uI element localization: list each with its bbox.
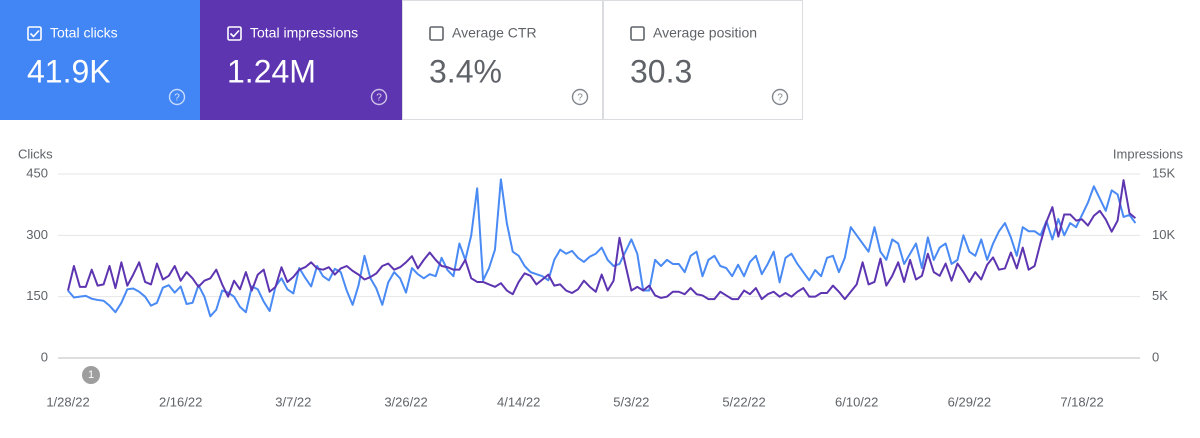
checkbox[interactable] <box>630 26 645 41</box>
help-icon[interactable] <box>168 88 186 106</box>
card-background <box>200 0 402 120</box>
checkbox[interactable] <box>27 26 42 41</box>
card-label: Average position <box>653 25 757 41</box>
card-value: 41.9K <box>27 53 111 89</box>
help-icon[interactable] <box>771 88 789 106</box>
y2-tick-label: 0 <box>1152 349 1159 364</box>
series-line <box>67 179 1137 301</box>
y-tick-label: 450 <box>26 165 48 180</box>
y-tick-label: 150 <box>26 288 48 303</box>
y-tick-label: 300 <box>26 227 48 242</box>
annotation-label[interactable]: 1 <box>88 369 94 381</box>
card-label: Average CTR <box>452 25 537 41</box>
x-tick-label: 3/7/22 <box>275 394 311 409</box>
metric-card[interactable]: Average CTR 3.4%? <box>402 0 603 120</box>
y2-tick-label: 5K <box>1152 288 1168 303</box>
metric-cards: Total clicks 41.9K? Total impressions 1.24M… <box>0 0 803 120</box>
card-label: Total impressions <box>250 25 358 41</box>
x-tick-label: 5/3/22 <box>613 394 649 409</box>
checkbox[interactable] <box>429 26 444 41</box>
y2-tick-label: 15K <box>1152 165 1175 180</box>
metric-card[interactable]: Total clicks 41.9K? <box>0 0 200 120</box>
annotation-marker[interactable] <box>82 366 100 384</box>
x-tick-label: 2/16/22 <box>159 394 202 409</box>
y-tick-label: 0 <box>41 349 48 364</box>
checkmark <box>229 29 240 38</box>
x-tick-label: 6/29/22 <box>948 394 991 409</box>
series-line <box>67 178 1137 318</box>
help-icon-glyph: ? <box>577 93 583 104</box>
card-background <box>402 0 603 120</box>
help-icon[interactable] <box>370 88 388 106</box>
x-tick-label: 4/14/22 <box>497 394 540 409</box>
metric-card[interactable]: Total impressions 1.24M? <box>200 0 402 120</box>
x-tick-label: 7/18/22 <box>1060 394 1103 409</box>
y2-axis-label: Impressions <box>1113 146 1184 161</box>
checkmark <box>29 29 40 38</box>
x-tick-label: 3/26/22 <box>384 394 427 409</box>
help-icon-glyph: ? <box>376 93 382 104</box>
card-value: 1.24M <box>227 53 316 89</box>
x-tick-label: 6/10/22 <box>835 394 878 409</box>
x-tick-label: 5/22/22 <box>722 394 765 409</box>
help-icon[interactable] <box>571 88 589 106</box>
help-icon-glyph: ? <box>174 93 180 104</box>
card-value: 30.3 <box>630 53 692 89</box>
checkbox[interactable] <box>227 26 242 41</box>
y2-tick-label: 10K <box>1152 227 1175 242</box>
card-label: Total clicks <box>50 25 118 41</box>
y-axis-label: Clicks <box>18 146 53 161</box>
metric-card[interactable]: Average position 30.3? <box>603 0 803 120</box>
card-background <box>0 0 200 120</box>
help-icon-glyph: ? <box>777 93 783 104</box>
card-background <box>603 0 803 120</box>
x-tick-label: 1/28/22 <box>46 394 89 409</box>
card-value: 3.4% <box>429 53 502 89</box>
